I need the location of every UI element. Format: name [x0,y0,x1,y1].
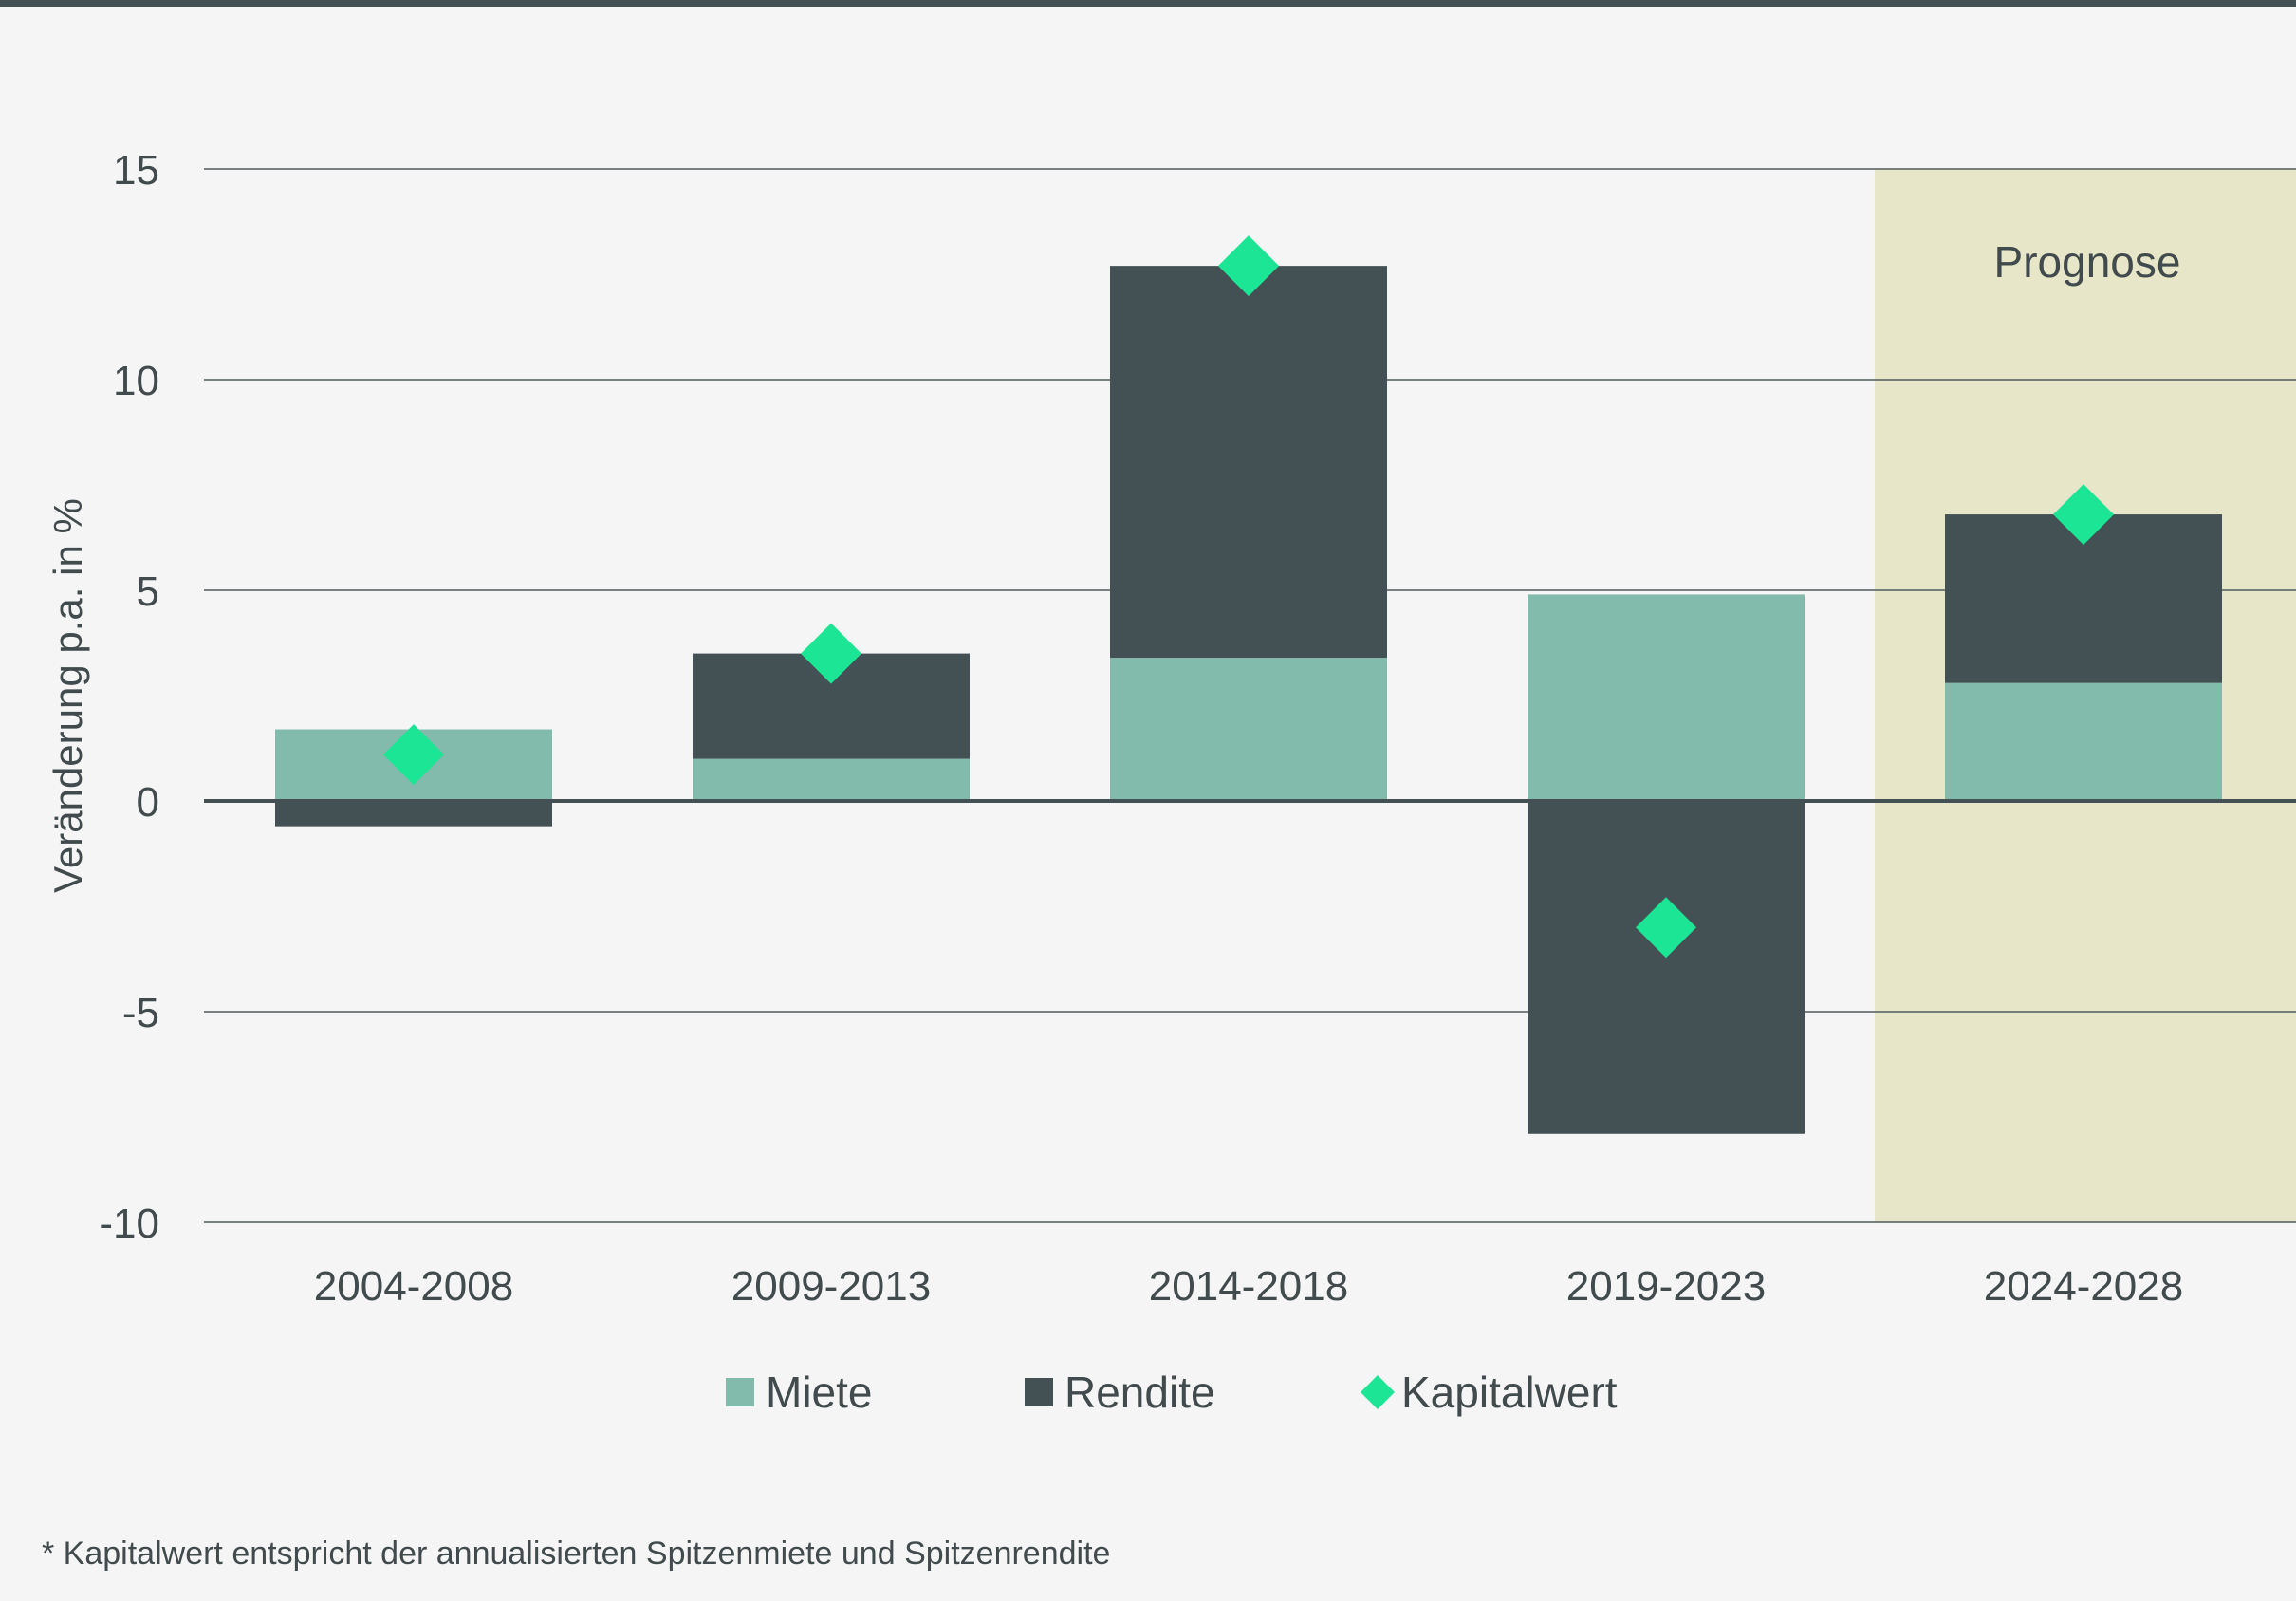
x-tick-label: 2014-2018 [1149,1263,1348,1310]
legend-swatch-miete [726,1378,754,1406]
y-tick-label: -5 [122,990,159,1036]
marker-kapitalwert [1636,897,1696,959]
y-tick-label: 15 [113,147,159,194]
marker-kapitalwert [2053,484,2114,546]
x-tick-label: 2004-2008 [314,1263,513,1310]
bar-miete [1528,594,1805,801]
legend-label-miete: Miete [766,1368,872,1417]
bar-rendite [1110,266,1387,659]
y-tick-label: 5 [137,568,159,615]
bar-miete [1945,682,2222,801]
x-tick-label: 2024-2028 [1984,1263,2183,1310]
marker-kapitalwert [1218,235,1279,297]
bar-miete [693,758,970,801]
y-tick-label: -10 [99,1201,159,1247]
x-tick-label: 2009-2013 [731,1263,931,1310]
bar-rendite [275,801,552,827]
legend-swatch-rendite [1025,1378,1053,1406]
y-axis-title: Veränderung p.a. in % [46,498,90,893]
forecast-label: Prognose [1994,237,2181,287]
top-accent-bar [0,0,2296,7]
y-tick-label: 0 [137,779,159,826]
legend-label-kapitalwert: Kapitalwert [1401,1368,1618,1417]
marker-kapitalwert [801,623,861,684]
footnote: * Kapitalwert entspricht der annualisier… [42,1536,1111,1572]
legend-swatch-kapitalwert [1361,1375,1395,1409]
bar-miete [1110,658,1387,801]
y-tick-label: 10 [113,358,159,404]
marker-kapitalwert [383,724,444,786]
bar-rendite [1528,801,1805,1134]
x-tick-label: 2019-2023 [1566,1263,1766,1310]
legend-label-rendite: Rendite [1065,1368,1215,1417]
